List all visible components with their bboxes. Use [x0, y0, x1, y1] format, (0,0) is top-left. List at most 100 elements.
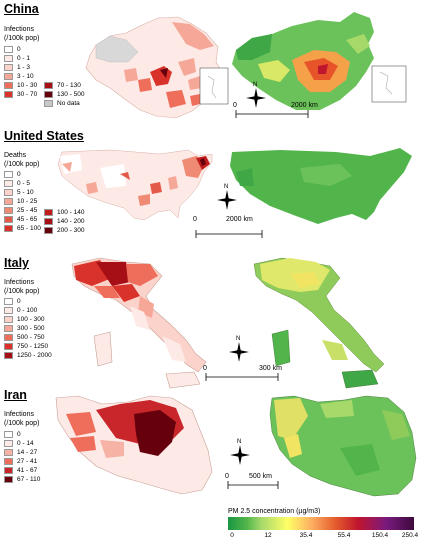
legend-swatch — [4, 316, 13, 323]
legend-label: 100 - 300 — [17, 316, 45, 323]
legend-swatch — [4, 307, 13, 314]
italy-scale-bar — [205, 373, 279, 381]
legend-item: 10 - 30 — [4, 81, 37, 90]
legend-swatch — [4, 449, 13, 456]
legend-item: 30 - 70 — [4, 90, 37, 99]
italy-legend-left: 0 0 - 100 100 - 300 300 - 500 500 - 750 750 -… — [4, 297, 52, 360]
legend-swatch — [4, 343, 13, 350]
legend-label: 140 - 200 — [57, 218, 85, 225]
legend-label: 0 — [17, 171, 21, 178]
legend-label: 10 - 25 — [17, 198, 38, 205]
legend-swatch — [44, 82, 53, 89]
us-compass-icon — [217, 190, 237, 210]
legend-swatch — [44, 218, 53, 225]
legend-swatch — [4, 298, 13, 305]
legend-label: 0 — [17, 431, 21, 438]
iran-scale-end: 500 km — [249, 473, 272, 480]
china-title: China — [4, 2, 39, 16]
legend-swatch — [4, 189, 13, 196]
legend-label: 45 - 65 — [17, 216, 38, 223]
legend-swatch — [4, 225, 13, 232]
us-scale-end: 2000 km — [226, 216, 253, 223]
legend-swatch — [4, 476, 13, 483]
legend-item: 130 - 500 — [44, 90, 84, 99]
legend-swatch — [4, 334, 13, 341]
legend-item: 0 - 100 — [4, 306, 52, 315]
legend-swatch — [44, 100, 53, 107]
china-legend-title: Infections (/100k pop) — [4, 26, 40, 42]
legend-item: 0 - 5 — [4, 179, 41, 188]
legend-item: 100 - 140 — [44, 208, 84, 217]
legend-label: 300 - 500 — [17, 325, 45, 332]
legend-swatch — [4, 352, 13, 359]
italy-title: Italy — [4, 256, 30, 270]
legend-swatch — [44, 227, 53, 234]
legend-label: 1 - 3 — [17, 64, 31, 71]
legend-item: 0 — [4, 430, 40, 439]
us-legend-left: 0 0 - 5 5 - 10 10 - 25 25 - 45 45 - 65 65 - 10… — [4, 170, 41, 233]
legend-label: 30 - 70 — [17, 91, 38, 98]
us-death-map: N — [57, 148, 412, 238]
us-legend-right: 100 - 140 140 - 200 200 - 300 — [44, 208, 84, 235]
legend-item: No data — [44, 99, 84, 108]
iran-scale-start: 0 — [225, 473, 229, 480]
legend-item: 67 - 110 — [4, 475, 40, 484]
iran-compass-icon — [230, 445, 250, 465]
legend-swatch — [4, 467, 13, 474]
legend-label: 100 - 140 — [57, 209, 85, 216]
iran-legend-left: 0 0 - 14 14 - 27 27 - 41 41 - 67 67 - 110 — [4, 430, 40, 484]
china-legend-left: 0 0 - 1 1 - 3 3 - 10 10 - 30 30 - 70 — [4, 45, 37, 99]
legend-swatch — [4, 73, 13, 80]
colorbar-gradient — [228, 517, 414, 530]
legend-label: 70 - 130 — [57, 82, 81, 89]
legend-item: 500 - 750 — [4, 333, 52, 342]
legend-label: 0 - 1 — [17, 55, 31, 62]
us-title: United States — [4, 129, 84, 143]
legend-item: 1250 - 2000 — [4, 351, 52, 360]
legend-label: 130 - 500 — [57, 91, 85, 98]
legend-item: 1 - 3 — [4, 63, 37, 72]
legend-label: 5 - 10 — [17, 189, 34, 196]
iran-compass-label: N — [237, 439, 241, 445]
legend-item: 10 - 25 — [4, 197, 41, 206]
legend-swatch — [4, 440, 13, 447]
legend-swatch — [4, 207, 13, 214]
colorbar-ticks: 0 12 35.4 55.4 150.4 250.4 — [228, 530, 420, 540]
legend-label: 10 - 30 — [17, 82, 38, 89]
colorbar-title: PM 2.5 concentration (µg/m3) — [228, 508, 321, 515]
china-compass-icon — [246, 88, 266, 108]
colorbar-tick: 12 — [264, 532, 272, 539]
legend-label: 67 - 110 — [17, 476, 41, 483]
legend-label: 41 - 67 — [17, 467, 38, 474]
legend-swatch — [4, 91, 13, 98]
us-scale-start: 0 — [193, 216, 197, 223]
legend-swatch — [4, 216, 13, 223]
legend-item: 5 - 10 — [4, 188, 41, 197]
legend-label: 14 - 27 — [17, 449, 38, 456]
legend-label: 65 - 100 — [17, 225, 41, 232]
legend-swatch — [4, 64, 13, 71]
china-infection-map: N — [85, 12, 407, 119]
legend-swatch — [4, 82, 13, 89]
iran-infection-map: N — [55, 395, 417, 497]
legend-item: 14 - 27 — [4, 448, 40, 457]
legend-item: 25 - 45 — [4, 206, 41, 215]
legend-swatch — [4, 198, 13, 205]
legend-item: 300 - 500 — [4, 324, 52, 333]
italy-scale-start: 0 — [203, 365, 207, 372]
legend-label: 0 — [17, 46, 21, 53]
legend-item: 750 - 1250 — [4, 342, 52, 351]
italy-infection-map: N — [71, 257, 385, 389]
us-compass-label: N — [224, 184, 228, 190]
china-scale-bar — [235, 110, 309, 118]
legend-item: 200 - 300 — [44, 226, 84, 235]
legend-label: No data — [57, 100, 80, 107]
legend-item: 41 - 67 — [4, 466, 40, 475]
italy-legend-title: Infections (/100k pop) — [4, 279, 40, 295]
legend-swatch — [4, 431, 13, 438]
us-scale-bar — [195, 230, 263, 238]
legend-label: 25 - 45 — [17, 207, 38, 214]
legend-item: 3 - 10 — [4, 72, 37, 81]
us-legend-title: Deaths (/100k pop) — [4, 152, 40, 168]
china-compass-label: N — [253, 82, 257, 88]
